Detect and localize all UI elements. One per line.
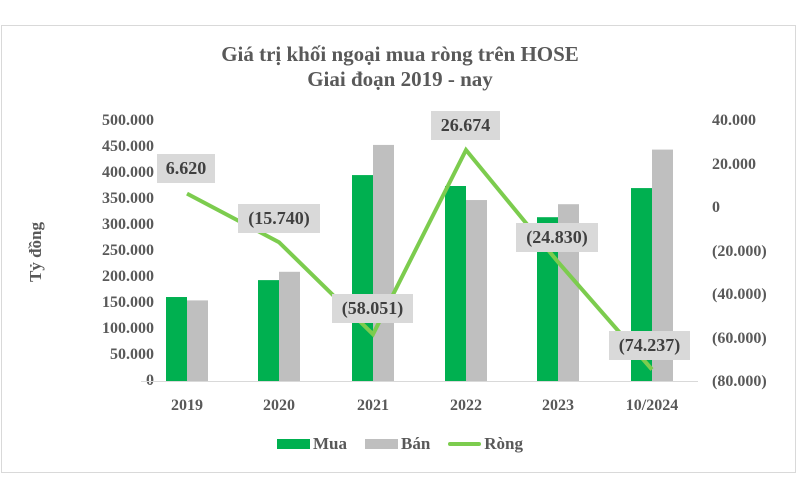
data-label-2019: 6.620 bbox=[157, 154, 215, 183]
left-tick: 150.000 bbox=[102, 294, 154, 311]
legend-item-ban: Bán bbox=[364, 434, 431, 454]
legend-item-mua: Mua bbox=[276, 434, 347, 454]
mua-bar bbox=[258, 280, 279, 381]
x-tick: 2021 bbox=[357, 397, 389, 414]
ban-swatch-icon bbox=[364, 439, 398, 449]
right-tick: (80.000) bbox=[712, 373, 767, 390]
left-tick: 0 bbox=[146, 372, 154, 389]
left-tick: 250.000 bbox=[102, 242, 154, 259]
left-tick: 50.000 bbox=[110, 346, 154, 363]
data-label-2024: (74.237) bbox=[609, 331, 690, 360]
right-tick: 40.000 bbox=[712, 112, 756, 129]
ban-bar bbox=[187, 300, 208, 381]
right-tick: (40.000) bbox=[712, 286, 767, 303]
legend-item-rong: Ròng bbox=[448, 434, 523, 454]
x-tick: 2023 bbox=[542, 397, 574, 414]
ban-bar bbox=[373, 144, 394, 381]
left-tick: 450.000 bbox=[102, 138, 154, 155]
ban-bar bbox=[279, 271, 300, 381]
chart-title: Giá trị khối ngoại mua ròng trên HOSE bbox=[221, 42, 579, 66]
ban-bar bbox=[466, 200, 487, 381]
left-tick: 200.000 bbox=[102, 268, 154, 285]
data-label-2021: (58.051) bbox=[332, 294, 413, 323]
bar-series bbox=[166, 144, 673, 381]
right-y-axis: 40.000 20.000 0 (20.000) (40.000) (60.00… bbox=[712, 0, 800, 500]
left-tick: 350.000 bbox=[102, 190, 154, 207]
left-tick: 100.000 bbox=[102, 320, 154, 337]
rong-line-swatch-icon bbox=[448, 442, 482, 446]
mua-bar bbox=[445, 186, 466, 381]
mua-swatch-icon bbox=[276, 439, 310, 449]
net-line-series bbox=[186, 146, 654, 371]
right-tick: (60.000) bbox=[712, 330, 767, 347]
legend-label: Bán bbox=[400, 434, 431, 453]
left-y-axis: 500.000 450.000 400.000 350.000 300.000 … bbox=[30, 0, 154, 500]
legend-label: Mua bbox=[312, 434, 347, 453]
mua-bar bbox=[352, 175, 373, 381]
left-tick: 500.000 bbox=[102, 112, 154, 129]
legend: Mua Bán Ròng bbox=[0, 434, 800, 454]
legend-label: Ròng bbox=[484, 434, 524, 453]
data-label-2022: 26.674 bbox=[431, 111, 500, 140]
chart-subtitle: Giai đoạn 2019 - nay bbox=[307, 67, 493, 91]
left-tick: 300.000 bbox=[102, 216, 154, 233]
ban-bar bbox=[652, 149, 673, 381]
x-tick: 2019 bbox=[171, 397, 203, 414]
right-tick: 20.000 bbox=[712, 156, 756, 173]
right-tick: 0 bbox=[712, 199, 720, 216]
data-label-2023: (24.830) bbox=[516, 223, 598, 252]
x-tick: 2022 bbox=[450, 397, 482, 414]
x-tick: 2020 bbox=[263, 397, 295, 414]
x-tick: 10/2024 bbox=[625, 397, 679, 414]
left-tick: 400.000 bbox=[102, 164, 154, 181]
data-label-2020: (15.740) bbox=[238, 204, 320, 233]
mua-bar bbox=[166, 297, 187, 381]
right-tick: (20.000) bbox=[712, 243, 767, 260]
